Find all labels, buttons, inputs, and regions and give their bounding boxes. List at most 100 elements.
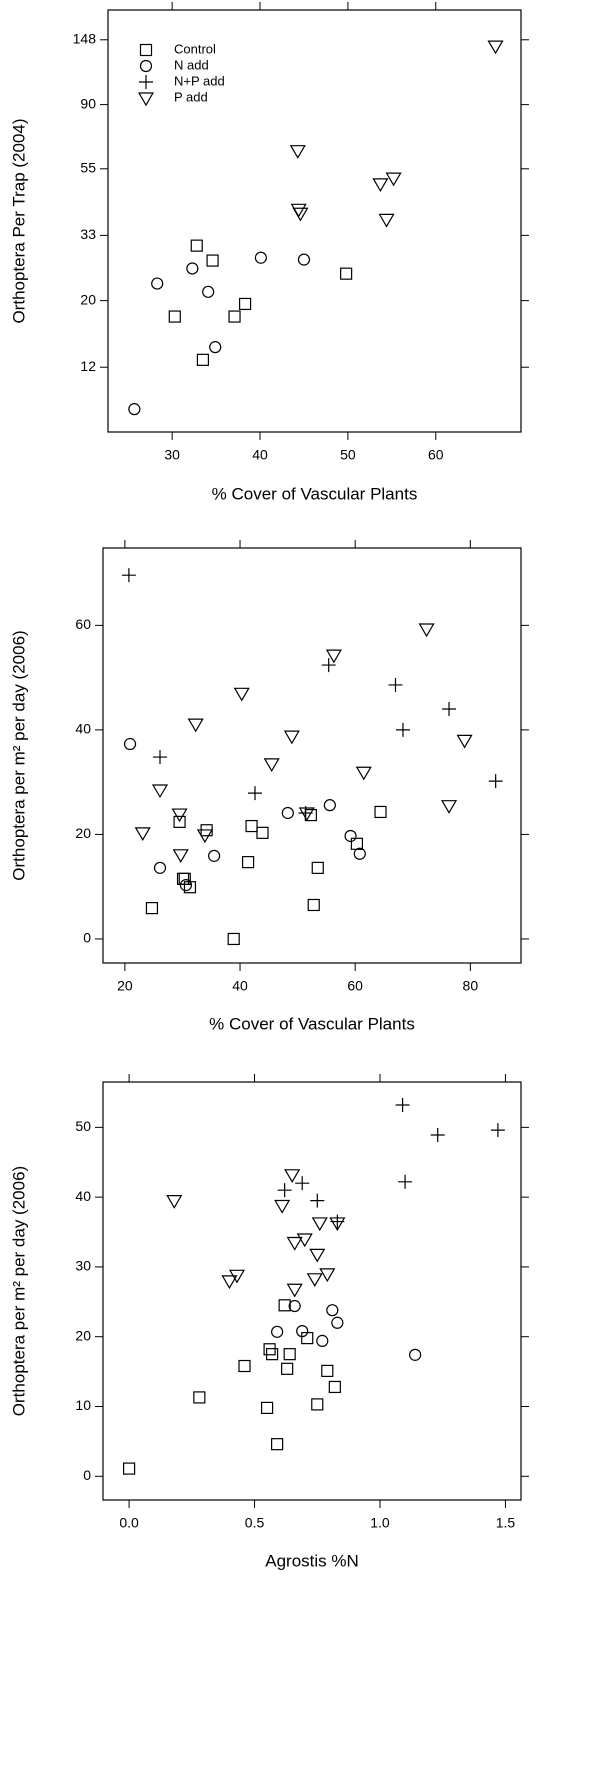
- y-tick-label: 10: [75, 1397, 91, 1413]
- x-tick-label: 40: [232, 978, 248, 994]
- point: [331, 1316, 344, 1329]
- y-tick-label: 50: [75, 1118, 91, 1134]
- point: [266, 1348, 279, 1361]
- point: [353, 847, 366, 860]
- point: [306, 1273, 323, 1287]
- point: [241, 856, 255, 869]
- legend-marker: [139, 75, 153, 89]
- point: [440, 800, 458, 814]
- point: [187, 718, 204, 733]
- point: [355, 766, 372, 781]
- point: [398, 1174, 413, 1189]
- point: [442, 701, 457, 716]
- point: [128, 403, 141, 416]
- point: [145, 902, 159, 915]
- x-axis-label: % Cover of Vascular Plants: [209, 1014, 415, 1033]
- point: [190, 239, 203, 252]
- point: [311, 1217, 328, 1232]
- point: [487, 40, 504, 55]
- y-tick-label: 12: [80, 358, 96, 374]
- legend-marker: [139, 43, 153, 57]
- point: [378, 213, 395, 228]
- plot-frame: [107, 9, 522, 433]
- y-axis-label: Orthoptera per m² per day (2006): [9, 630, 28, 880]
- point: [316, 1334, 329, 1347]
- point: [309, 1248, 326, 1263]
- y-tick-label: 148: [73, 30, 97, 46]
- point: [311, 1398, 324, 1411]
- point: [395, 722, 410, 737]
- point: [340, 267, 353, 280]
- y-tick-label: 0: [83, 1467, 91, 1483]
- y-tick-label: 90: [80, 95, 96, 111]
- point: [186, 262, 199, 275]
- legend-marker: [137, 92, 155, 107]
- point: [372, 178, 389, 193]
- point: [307, 898, 320, 912]
- point: [172, 849, 189, 863]
- point: [286, 1283, 303, 1298]
- point: [296, 1233, 313, 1248]
- plot-frame: [102, 547, 522, 964]
- point: [171, 808, 188, 823]
- point: [326, 1304, 339, 1317]
- point: [295, 1176, 310, 1191]
- point: [271, 1438, 284, 1451]
- point: [151, 784, 169, 799]
- point: [385, 172, 402, 187]
- point: [388, 677, 403, 692]
- point: [328, 1380, 341, 1394]
- point: [344, 829, 357, 843]
- x-tick-label: 0.0: [119, 1515, 139, 1531]
- point: [221, 1275, 238, 1290]
- point: [323, 799, 336, 812]
- point: [233, 687, 250, 702]
- y-tick-label: 40: [75, 1188, 91, 1204]
- point: [311, 861, 324, 874]
- y-tick-label: 55: [80, 160, 96, 176]
- point: [151, 277, 164, 290]
- point: [206, 254, 219, 267]
- point: [430, 1128, 445, 1143]
- point: [256, 826, 269, 839]
- point: [488, 774, 503, 789]
- point: [121, 568, 136, 583]
- point: [374, 805, 387, 819]
- point: [281, 806, 294, 820]
- point: [238, 1359, 251, 1373]
- y-tick-label: 20: [80, 291, 96, 307]
- point: [209, 341, 222, 354]
- x-tick-label: 20: [117, 978, 133, 994]
- point: [179, 879, 193, 892]
- point: [409, 1348, 422, 1361]
- point: [283, 730, 300, 745]
- point: [321, 658, 336, 673]
- point: [153, 861, 167, 874]
- y-axis-label: Orthoptera Per Trap (2004): [9, 118, 28, 323]
- point: [284, 1169, 301, 1184]
- point: [319, 1268, 336, 1283]
- y-tick-label: 20: [75, 825, 91, 841]
- x-tick-label: 60: [347, 978, 363, 994]
- point: [298, 807, 315, 822]
- x-tick-label: 80: [463, 978, 479, 994]
- point: [248, 786, 262, 801]
- x-tick-label: 50: [340, 447, 356, 463]
- point: [296, 1325, 309, 1338]
- point: [122, 1462, 136, 1475]
- point: [123, 737, 137, 751]
- point: [325, 649, 342, 664]
- point: [289, 145, 306, 159]
- point: [271, 1325, 284, 1338]
- point: [350, 837, 364, 850]
- point: [297, 253, 311, 266]
- point: [274, 1199, 291, 1214]
- point: [202, 285, 215, 298]
- point: [153, 750, 167, 765]
- point: [281, 1362, 294, 1375]
- point: [418, 623, 435, 638]
- point: [278, 1299, 291, 1312]
- point: [263, 1343, 276, 1356]
- plot-frame: [102, 1081, 522, 1501]
- x-tick-label: 1.0: [370, 1515, 390, 1531]
